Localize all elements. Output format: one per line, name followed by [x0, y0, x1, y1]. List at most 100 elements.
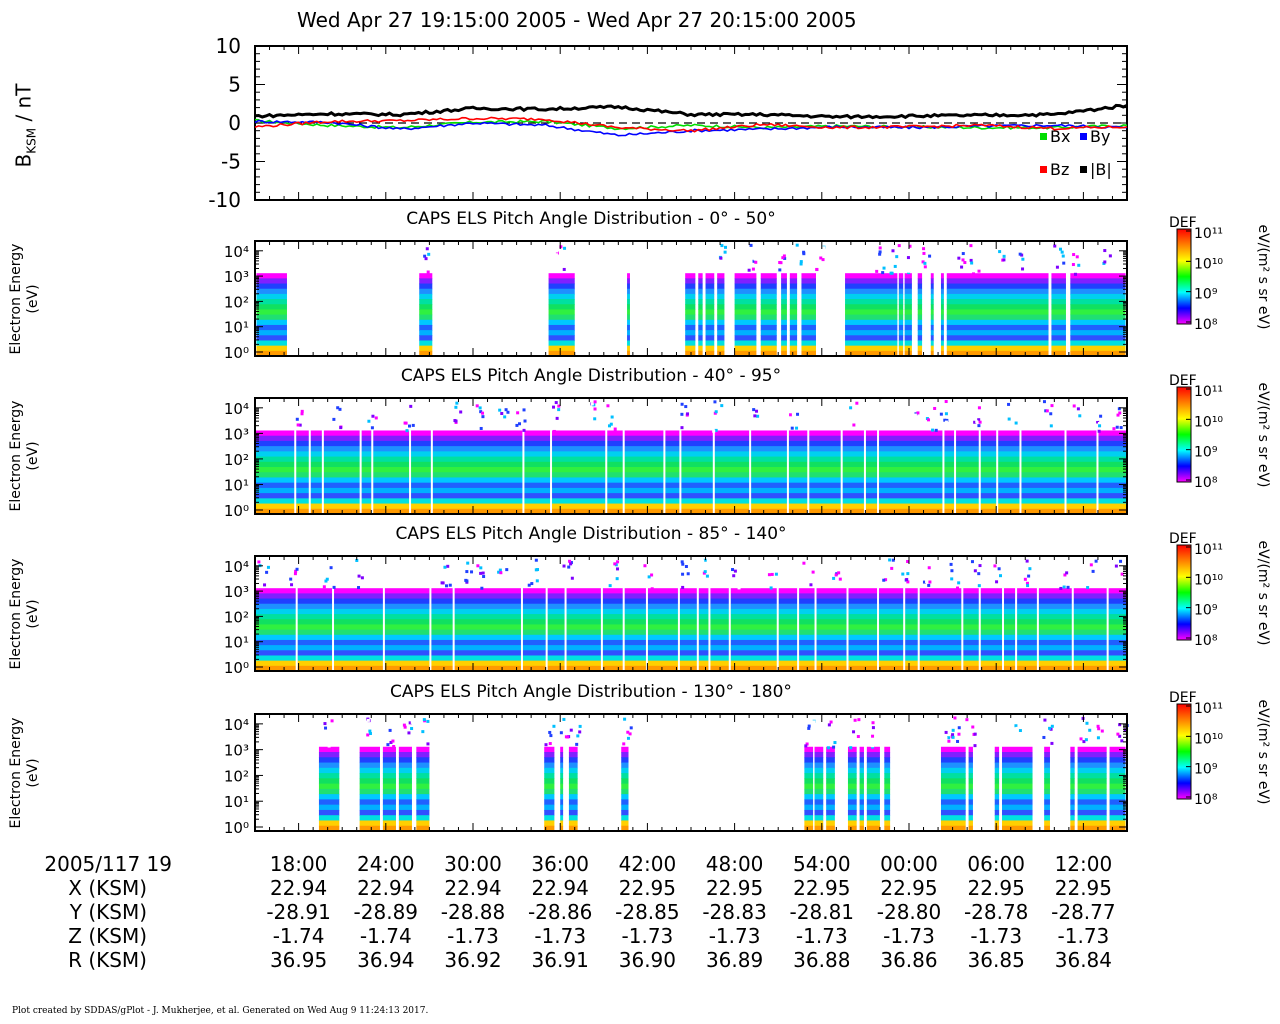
heat-cell	[318, 809, 340, 816]
burst-pixel	[719, 260, 723, 264]
heat-cell	[804, 809, 814, 816]
heat-cell	[904, 273, 912, 279]
burst-pixel	[878, 250, 882, 254]
burst-pixel	[978, 561, 982, 565]
data-gap	[942, 398, 945, 514]
heat-cell	[318, 746, 340, 753]
footer-cell: -28.78	[963, 900, 1029, 924]
heat-cell	[544, 762, 555, 769]
heat-cell	[994, 825, 1000, 832]
heat-cell	[826, 746, 835, 753]
burst-pixel	[1118, 734, 1122, 738]
footer-cell: 18:00	[269, 852, 328, 876]
heat-cell	[845, 350, 898, 357]
burst-pixel	[505, 561, 509, 565]
burst-pixel	[749, 243, 753, 247]
heat-cell	[940, 335, 944, 342]
burst-pixel	[713, 400, 717, 404]
heat-cell	[845, 335, 898, 342]
heat-cell	[1070, 752, 1075, 758]
heat-cell	[1070, 319, 1126, 326]
heat-cell	[419, 319, 433, 326]
heat-cell	[866, 815, 880, 822]
burst-pixel	[838, 577, 842, 581]
burst-pixel	[327, 562, 331, 566]
burst-pixel	[498, 408, 502, 412]
heat-cell	[544, 820, 555, 827]
heat-cell	[789, 278, 798, 285]
heat-cell	[318, 794, 340, 801]
heat-cell	[859, 752, 864, 758]
heat-cell	[1044, 820, 1050, 827]
burst-pixel	[459, 410, 463, 414]
burst-pixel	[837, 571, 841, 575]
els-ylabel-line: (eV)	[25, 598, 41, 629]
heat-cell	[705, 309, 715, 316]
els-ylabel-line: Electron Energy	[8, 558, 24, 669]
heat-cell	[318, 752, 340, 758]
heat-cell	[804, 757, 814, 764]
legend-swatch	[1080, 133, 1087, 140]
heat-cell	[968, 820, 973, 827]
heat-cell	[801, 330, 816, 336]
burst-pixel	[882, 266, 886, 270]
burst-pixel	[1043, 718, 1047, 722]
colorbar-tick-label: 10⁹	[1194, 287, 1218, 303]
burst-pixel	[852, 423, 856, 427]
els-y-tick-label: 10⁰	[224, 344, 249, 362]
data-gap	[749, 398, 752, 514]
burst-pixel	[516, 411, 520, 415]
burst-pixel	[263, 578, 267, 582]
heat-cell	[940, 788, 966, 795]
heat-cell	[717, 350, 725, 357]
heat-cell	[859, 773, 864, 779]
heat-cell	[930, 340, 934, 347]
heat-cell	[568, 762, 578, 769]
burst-pixel	[778, 268, 782, 272]
burst-pixel	[263, 583, 267, 587]
footer-cell: 22.94	[269, 876, 328, 900]
data-gap	[978, 398, 981, 514]
heat-cell	[994, 773, 1000, 779]
heat-cell	[1044, 757, 1050, 764]
heat-cell	[826, 825, 835, 832]
heat-cell	[917, 319, 923, 326]
heat-cell	[789, 314, 798, 321]
heat-cell	[621, 773, 629, 779]
heat-cell	[946, 288, 1049, 295]
heat-cell	[866, 820, 880, 827]
heat-cell	[717, 288, 725, 295]
heat-cell	[1002, 794, 1033, 801]
heat-cell	[804, 788, 814, 795]
main-title: Wed Apr 27 19:15:00 2005 - Wed Apr 27 20…	[297, 8, 857, 32]
data-gap	[978, 556, 981, 671]
burst-pixel	[737, 586, 741, 590]
burst-pixel	[1097, 720, 1101, 724]
burst-pixel	[1098, 424, 1102, 428]
burst-pixel	[443, 565, 447, 569]
heat-cell	[946, 293, 1049, 300]
heat-cell	[1070, 273, 1126, 279]
mag-y-tick-label: 10	[216, 34, 241, 58]
burst-pixel	[300, 412, 304, 416]
data-gap	[308, 398, 311, 514]
heat-cell	[940, 345, 944, 352]
burst-pixel	[680, 426, 684, 430]
burst-pixel	[720, 244, 724, 248]
burst-pixel	[733, 569, 737, 573]
heat-cell	[845, 340, 898, 347]
heat-cell	[1044, 783, 1050, 790]
heat-cell	[845, 314, 898, 321]
heat-cell	[1002, 804, 1033, 811]
heat-cell	[255, 634, 1127, 641]
heat-cell	[627, 278, 630, 285]
heat-cell	[801, 273, 816, 279]
heat-cell	[359, 788, 380, 795]
heat-cell	[826, 794, 835, 801]
burst-pixel	[796, 401, 800, 405]
panel-title: CAPS ELS Pitch Angle Distribution - 85° …	[395, 524, 786, 544]
burst-pixel	[1017, 741, 1021, 745]
heat-cell	[734, 340, 757, 347]
heat-cell	[826, 804, 835, 811]
heat-cell	[781, 340, 787, 347]
